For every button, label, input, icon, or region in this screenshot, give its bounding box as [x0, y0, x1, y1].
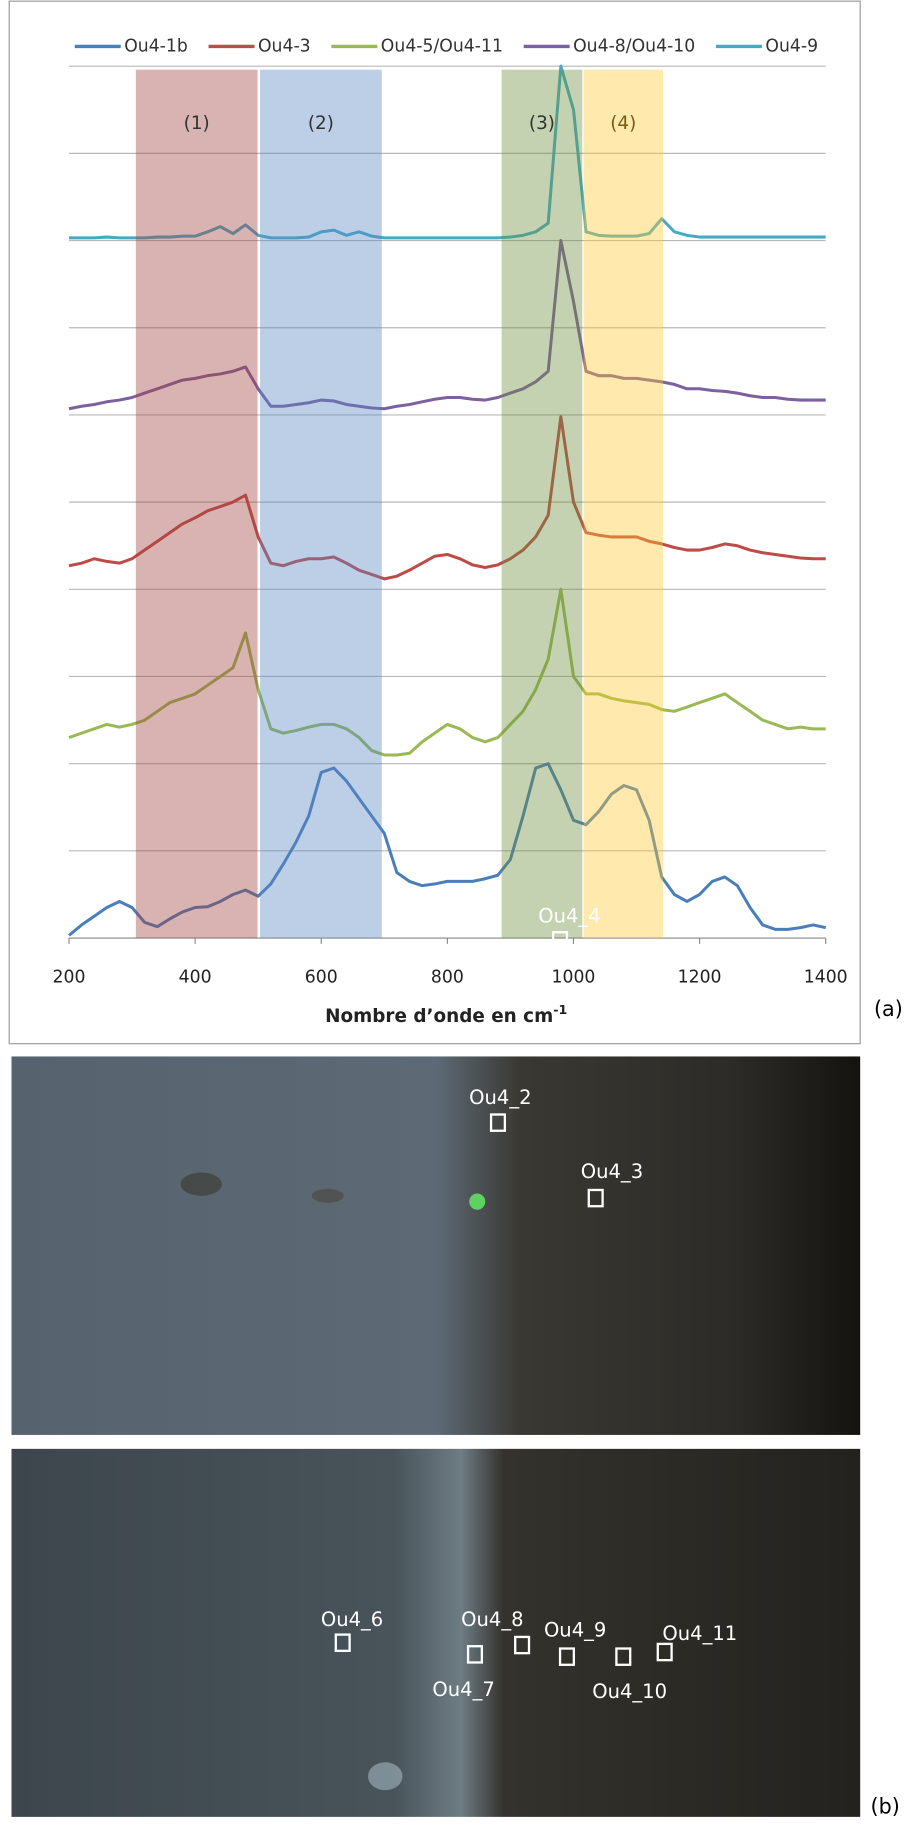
legend-label: Ou4-1b — [124, 36, 188, 56]
x-tick-label: 1200 — [678, 967, 722, 987]
x-tick-label: 600 — [305, 967, 338, 987]
spot-box — [514, 1635, 531, 1655]
x-tick-label: 400 — [179, 967, 212, 987]
spot-label: Ou4_5 — [595, 946, 657, 969]
spot-box — [466, 1645, 483, 1664]
band-label: (4) — [610, 113, 636, 134]
spot-box — [615, 1647, 632, 1666]
spectrum-line — [68, 239, 826, 411]
spectrum-line — [68, 762, 827, 937]
spot-box — [552, 931, 569, 950]
legend-label: Ou4-9 — [765, 36, 818, 56]
spot-label: Ou4_3 — [581, 1160, 643, 1183]
micrograph-2 — [11, 1448, 861, 1817]
x-tick-label: 200 — [53, 967, 86, 987]
spot-box — [60, 1016, 78, 1036]
legend-label: Ou4-8/Ou4-10 — [573, 36, 695, 56]
reflection — [368, 1762, 403, 1791]
spot-box — [587, 1188, 604, 1208]
particle — [180, 1172, 222, 1196]
spot-label: Ou4_8 — [461, 1608, 523, 1631]
band-label: (2) — [308, 113, 334, 134]
spot-box — [599, 974, 616, 993]
spot-box — [489, 1113, 506, 1132]
highlight-band — [260, 69, 382, 939]
laser-spot — [469, 1193, 486, 1210]
band-label: (3) — [529, 113, 555, 134]
spot-label: Ou4_10 — [592, 1680, 667, 1703]
chart-frame — [8, 0, 861, 1045]
x-axis-title-sup: -1 — [553, 1001, 567, 1016]
image-annotations: Ou4_1 Ou4_4 Ou4_5 Ou4_2 Ou4_3 Ou4_6 Ou4_8 Ou4_7… — [51, 905, 738, 1704]
spot-box — [334, 1633, 351, 1653]
highlight-band — [135, 69, 258, 939]
spectrum-line — [69, 64, 826, 240]
spot-label: Ou4_9 — [544, 1619, 606, 1642]
particle — [311, 1188, 344, 1203]
spot-label: Ou4_1 — [51, 992, 113, 1015]
legend-label: Ou4-3 — [258, 36, 311, 56]
spectrum-line — [68, 415, 826, 581]
spot-box — [558, 1647, 575, 1666]
x-axis-title-main: Nombre d’onde en cm — [325, 1006, 553, 1027]
spot-label: Ou4_7 — [432, 1678, 494, 1701]
micrograph-1 — [11, 1056, 861, 1435]
x-axis-title: Nombre d’onde en cm-1 — [325, 1001, 567, 1027]
chart: 200 400 600 800 1000 1200 1400 (1) (2) (3) (4) Ou4-… — [53, 36, 848, 1027]
highlight-band — [583, 69, 664, 939]
band-label: (1) — [184, 113, 210, 134]
spot-label: Ou4_4 — [538, 905, 600, 928]
x-tick-label: 1400 — [804, 967, 848, 987]
spot-box — [656, 1642, 673, 1662]
spectrum-line — [68, 587, 826, 757]
legend-label: Ou4-5/Ou4-11 — [381, 36, 503, 56]
x-tick-label: 800 — [431, 967, 464, 987]
spot-label: Ou4_6 — [321, 1608, 383, 1631]
spot-label: Ou4_11 — [662, 1622, 737, 1645]
highlight-band — [501, 69, 583, 939]
x-tick-label: 1000 — [552, 967, 596, 987]
panel-label: (b) — [871, 1795, 900, 1819]
panel-label: (a) — [874, 997, 903, 1021]
spot-label: Ou4_2 — [469, 1086, 531, 1109]
